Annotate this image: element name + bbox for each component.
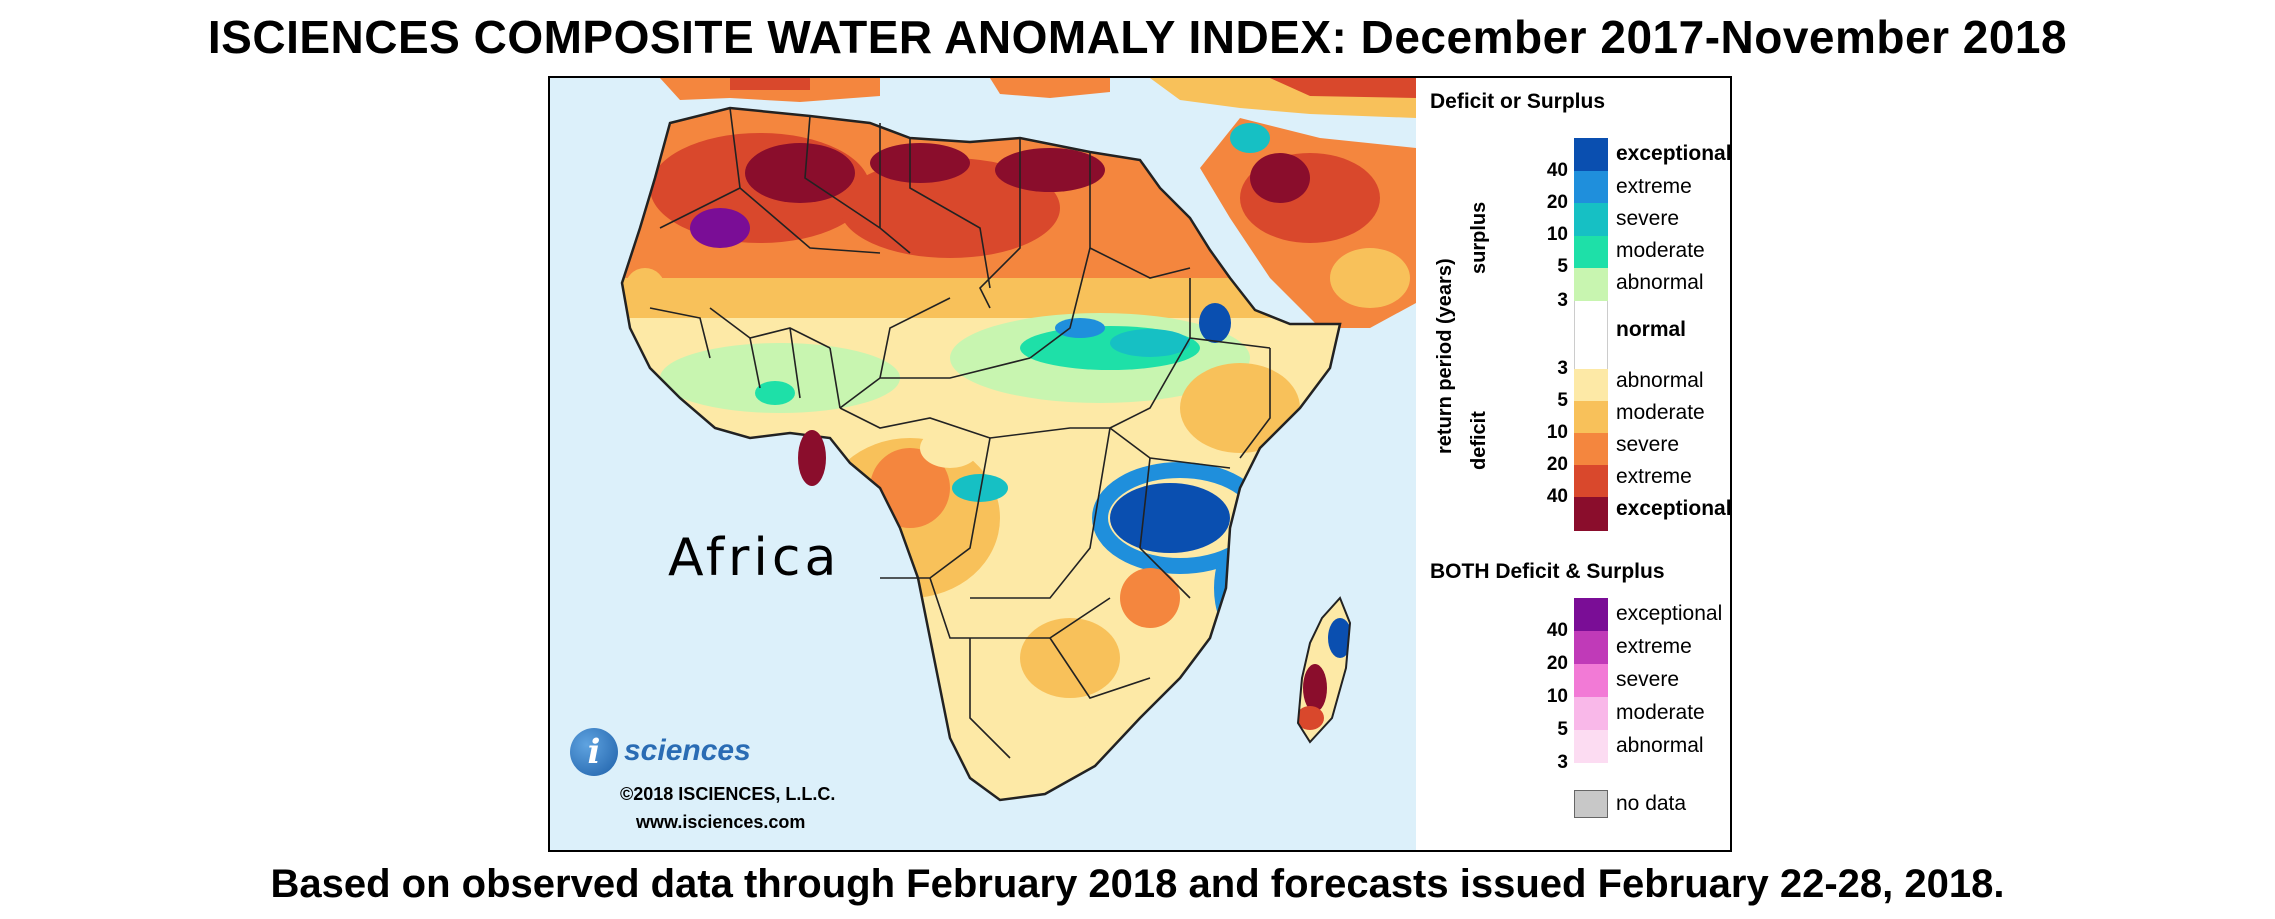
tick-deficit-10: 10 (1546, 422, 1568, 443)
tick-surplus-40: 40 (1546, 160, 1568, 181)
label-deficit-abnormal: abnormal (1616, 369, 1704, 392)
swatch-surplus-moderate (1574, 236, 1608, 268)
swatch-surplus-exceptional (1574, 138, 1608, 171)
surplus-axis-label: surplus (1468, 201, 1490, 274)
legend-heading: Deficit or Surplus (1430, 90, 1606, 113)
label-deficit-moderate: moderate (1616, 401, 1705, 424)
tick-both-20: 20 (1546, 653, 1568, 674)
tick-surplus-10: 10 (1546, 224, 1568, 245)
legend: Deficit or Surplus return period (years)… (1416, 78, 1730, 850)
label-both-exceptional: exceptional (1616, 602, 1723, 625)
website-link[interactable]: www.isciences.com (636, 812, 806, 832)
swatch-surplus-severe (1574, 203, 1608, 236)
africa-map (620, 78, 1416, 802)
tick-deficit-5: 5 (1557, 390, 1568, 411)
swatch-both-extreme (1574, 631, 1608, 664)
deficit-axis-label: deficit (1468, 411, 1490, 470)
swatch-deficit-extreme (1574, 465, 1608, 497)
swatch-surplus-extreme (1574, 171, 1608, 203)
map-title: ISCIENCES COMPOSITE WATER ANOMALY INDEX:… (207, 11, 2068, 63)
label-both-abnormal: abnormal (1616, 734, 1704, 757)
swatch-surplus-abnormal (1574, 268, 1608, 301)
tick-deficit-40: 40 (1546, 486, 1568, 507)
return-period-label: return period (years) (1434, 258, 1456, 454)
label-both-moderate: moderate (1616, 701, 1705, 724)
swatch-both-exceptional (1574, 598, 1608, 631)
footer-note: Based on observed data through February … (270, 862, 2005, 906)
label-no-data: no data (1616, 792, 1687, 815)
swatch-both-severe (1574, 664, 1608, 697)
label-surplus-abnormal: abnormal (1616, 271, 1704, 294)
swatch-deficit-severe (1574, 433, 1608, 465)
both-heading: BOTH Deficit & Surplus (1430, 560, 1665, 583)
tick-both-3: 3 (1557, 752, 1568, 773)
tick-deficit-20: 20 (1546, 454, 1568, 475)
label-surplus-severe: severe (1616, 207, 1680, 230)
map-frame: Africa i sciences ©2018 ISCIENCES, L.L.C… (548, 76, 1732, 852)
logo-wordmark: sciences (624, 734, 751, 767)
tick-both-10: 10 (1546, 686, 1568, 707)
continent-label: Africa (668, 528, 841, 588)
swatch-both-moderate (1574, 697, 1608, 730)
label-normal: normal (1616, 318, 1687, 341)
swatch-deficit-abnormal (1574, 369, 1608, 401)
tick-surplus-20: 20 (1546, 192, 1568, 213)
tick-surplus-3: 3 (1557, 290, 1568, 311)
tick-surplus-5: 5 (1557, 256, 1568, 277)
tick-both-40: 40 (1546, 620, 1568, 641)
label-both-severe: severe (1616, 668, 1680, 691)
map-panel[interactable]: Africa i sciences ©2018 ISCIENCES, L.L.C… (550, 78, 1416, 850)
label-surplus-extreme: extreme (1616, 175, 1692, 198)
swatch-both-abnormal (1574, 730, 1608, 763)
isciences-logo[interactable]: i sciences ©2018 ISCIENCES, L.L.C. www.i… (570, 728, 835, 838)
label-both-extreme: extreme (1616, 635, 1692, 658)
label-deficit-extreme: extreme (1616, 465, 1692, 488)
label-surplus-moderate: moderate (1616, 239, 1705, 262)
swatch-deficit-exceptional (1574, 497, 1608, 531)
label-deficit-severe: severe (1616, 433, 1680, 456)
swatch-no-data (1574, 790, 1608, 818)
swatch-deficit-moderate (1574, 401, 1608, 433)
label-deficit-exceptional: exceptional (1616, 497, 1732, 520)
tick-deficit-3: 3 (1557, 358, 1568, 379)
swatch-normal (1574, 301, 1608, 369)
tick-both-5: 5 (1557, 719, 1568, 740)
label-surplus-exceptional: exceptional (1616, 142, 1732, 165)
isciences-i-icon: i (570, 728, 618, 776)
copyright-text: ©2018 ISCIENCES, L.L.C. (620, 784, 836, 804)
